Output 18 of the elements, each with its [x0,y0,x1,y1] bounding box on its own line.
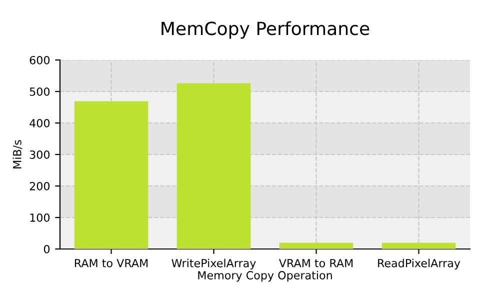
chart-title: MemCopy Performance [162,21,370,39]
bar [382,242,456,249]
y-tick-label: 200 [30,182,50,190]
y-tick-label: 300 [30,150,50,159]
bar [74,101,148,249]
x-tick-label: WritePixelArray [172,258,256,270]
y-tick-label: 500 [30,87,50,96]
x-tick-label: VRAM to RAM [278,259,353,268]
x-tick-label: RAM to VRAM [74,259,148,268]
y-tick-label: 100 [30,213,50,222]
y-tick-label: 400 [30,118,50,128]
x-axis-title: Memory Copy Operation [198,270,332,282]
y-tick-label: 0 [44,244,50,254]
y-tick-label: 600 [30,56,50,64]
bar [279,242,354,249]
bar [176,83,251,249]
y-axis-title: MiB/s [12,140,22,168]
x-tick-label: ReadPixelArray [378,258,460,270]
